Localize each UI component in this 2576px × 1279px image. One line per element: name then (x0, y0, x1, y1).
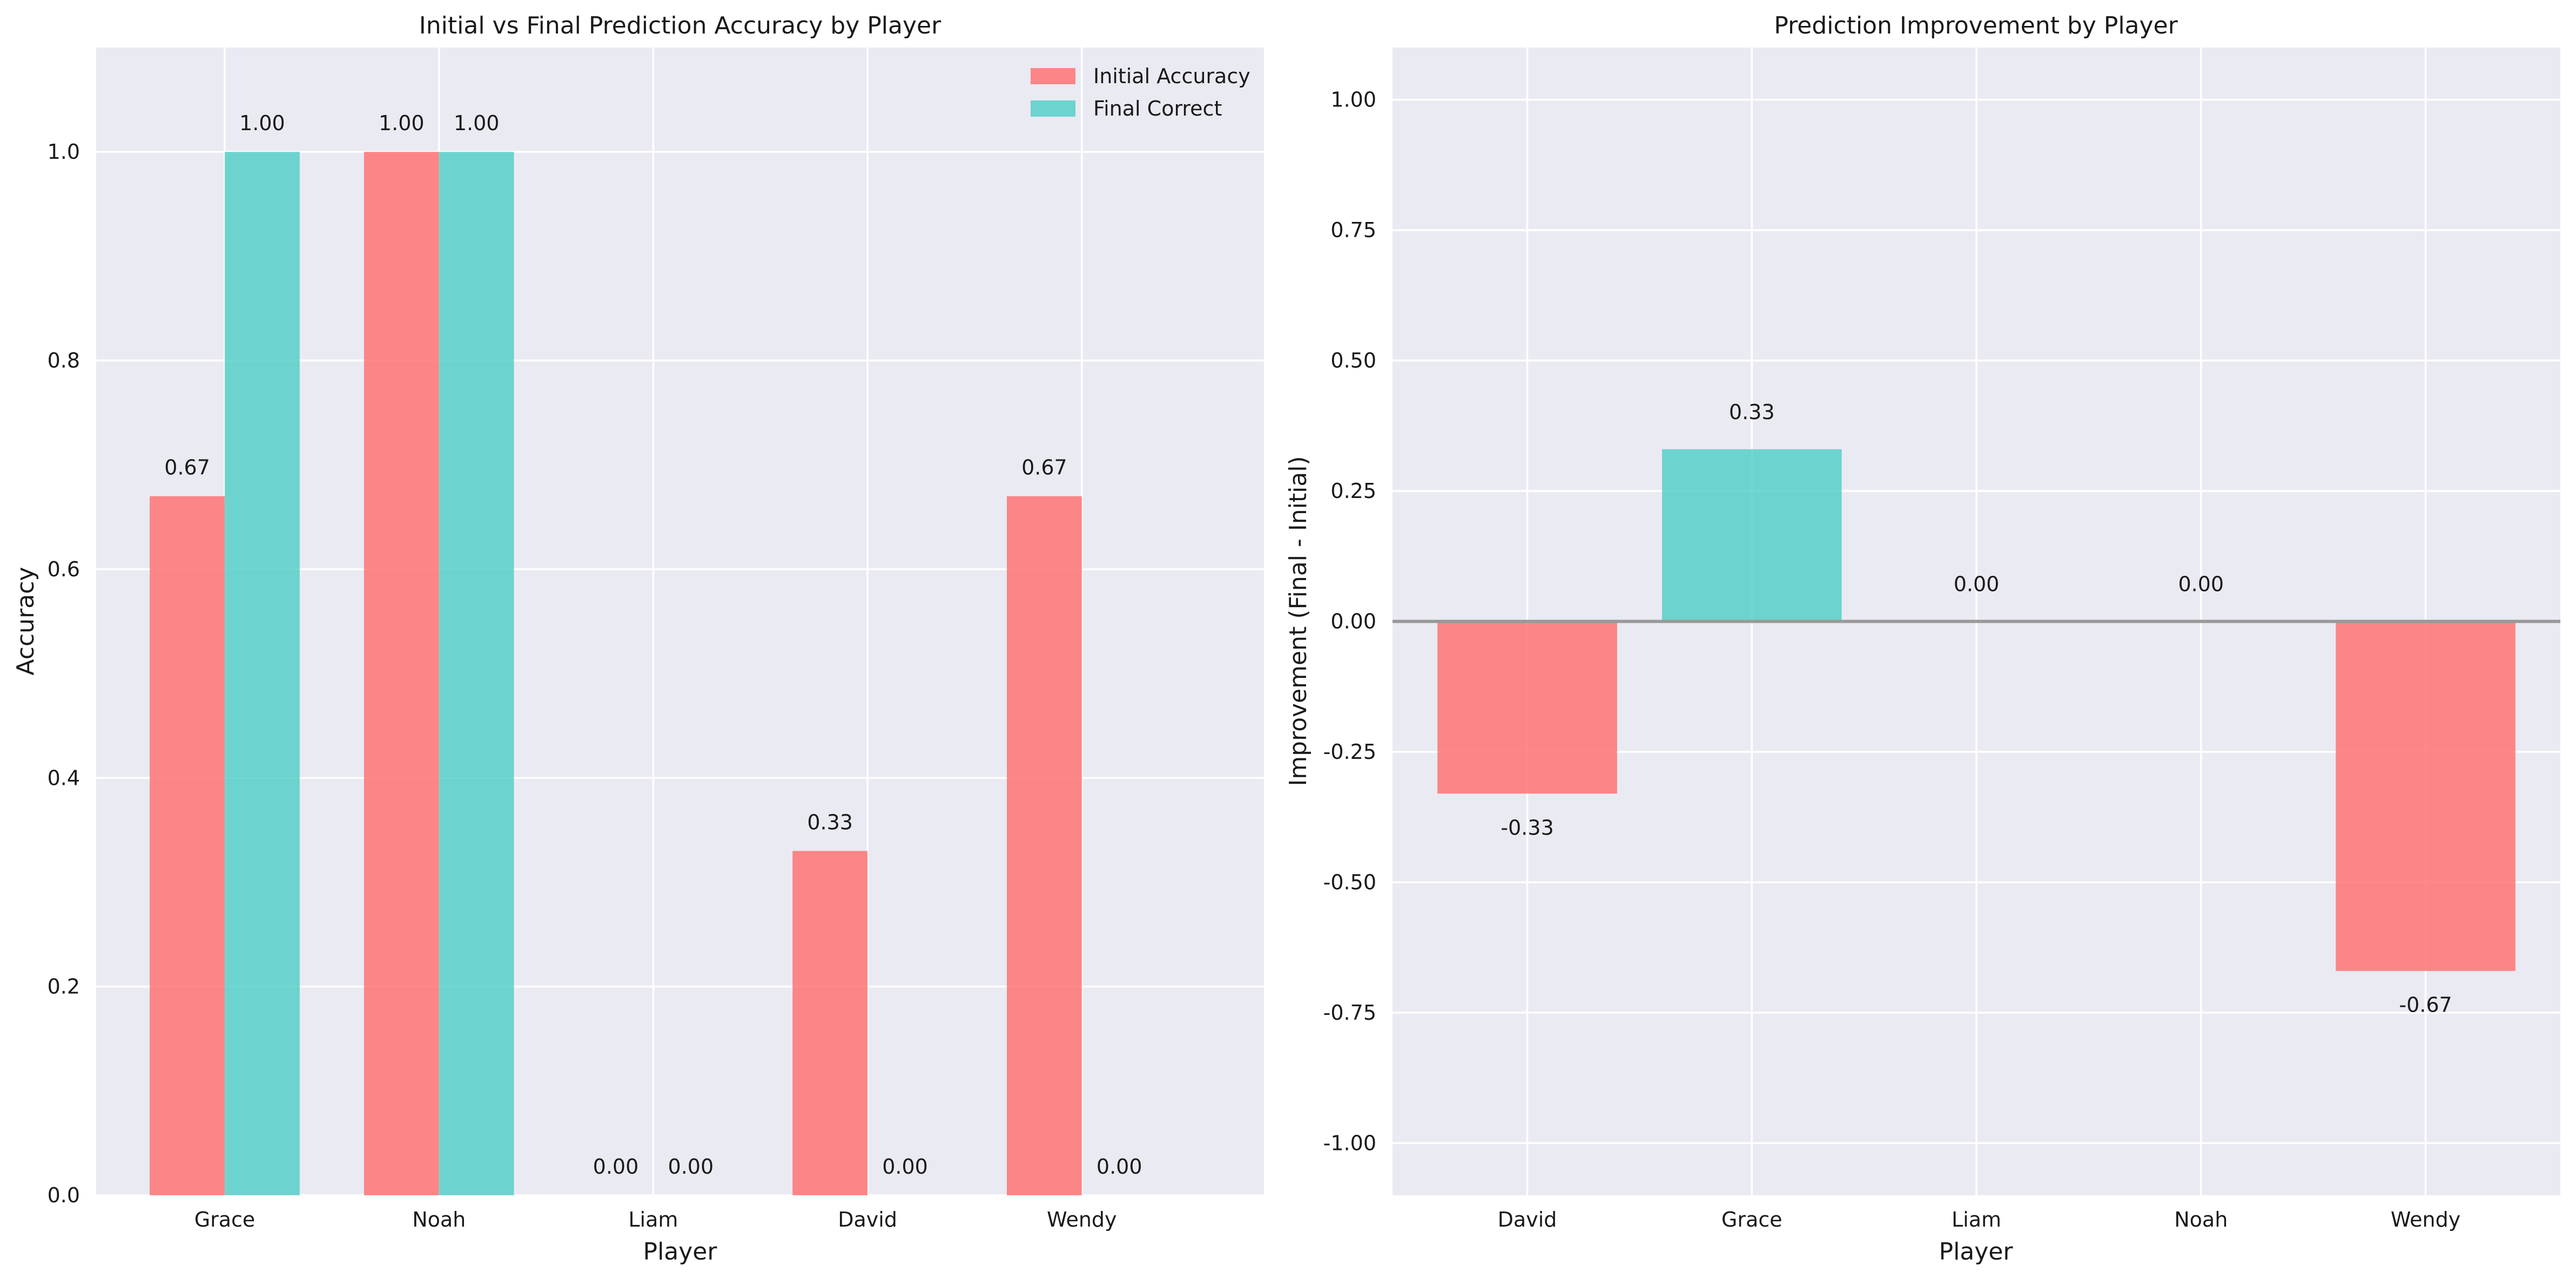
accuracy-x-ticks: Grace Noah Liam David Wendy (194, 1208, 1117, 1231)
bar-improvement-grace (1662, 449, 1842, 622)
bar-improvement-wendy (2336, 621, 2516, 971)
y-tick-label: -1.00 (1323, 1131, 1376, 1155)
x-tick-label: Wendy (2391, 1208, 2460, 1231)
bar-initial-noah (364, 152, 439, 1195)
x-tick-label: Liam (628, 1208, 678, 1231)
improvement-chart-title: Prediction Improvement by Player (1774, 12, 2178, 39)
data-label: 0.00 (593, 1155, 639, 1179)
y-tick-label: -0.25 (1323, 740, 1376, 764)
accuracy-data-labels: 0.67 1.00 0.00 0.33 0.67 1.00 1.00 0.00 0.00 0.00 (164, 111, 1142, 1179)
data-label: 0.33 (807, 811, 853, 834)
bar-initial-wendy (1006, 496, 1082, 1195)
legend-swatch-final (1031, 100, 1075, 117)
data-label: 0.00 (1954, 573, 2000, 596)
data-label: 0.00 (668, 1155, 714, 1179)
x-tick-label: David (1498, 1208, 1557, 1231)
accuracy-bars (150, 152, 1082, 1195)
data-label: 0.33 (1729, 400, 1775, 424)
legend-label-initial: Initial Accuracy (1093, 64, 1250, 88)
x-tick-label: Grace (194, 1208, 255, 1231)
y-tick-label: 1.0 (48, 140, 80, 164)
y-tick-label: 0.8 (48, 349, 80, 373)
y-tick-label: 1.00 (1330, 88, 1376, 112)
data-label: 0.67 (1021, 456, 1067, 480)
y-tick-label: 0.2 (48, 975, 80, 999)
accuracy-y-axis-label: Accuracy (12, 567, 39, 676)
x-tick-label: Liam (1952, 1208, 2001, 1231)
improvement-y-ticks: -1.00 -0.75 -0.50 -0.25 0.00 0.25 0.50 0.75 1.00 (1323, 88, 1376, 1155)
data-label: 1.00 (454, 111, 500, 135)
y-tick-label: 0.4 (48, 766, 80, 790)
accuracy-legend: Initial Accuracy Final Correct (1031, 64, 1250, 120)
x-tick-label: David (838, 1208, 897, 1231)
x-tick-label: Wendy (1047, 1208, 1117, 1231)
legend-swatch-initial (1031, 68, 1075, 84)
accuracy-chart-title: Initial vs Final Prediction Accuracy by … (419, 12, 941, 39)
data-label: 0.67 (164, 456, 210, 480)
accuracy-x-axis-label: Player (643, 1238, 718, 1265)
bar-initial-david (792, 851, 868, 1195)
data-label: 0.00 (882, 1155, 928, 1179)
y-tick-label: 0.50 (1330, 349, 1376, 373)
data-label: 1.00 (379, 111, 425, 135)
data-label: 0.00 (1097, 1155, 1142, 1179)
improvement-bars (1437, 449, 2516, 971)
y-tick-label: 0.0 (48, 1183, 80, 1207)
data-label: -0.67 (2399, 993, 2452, 1017)
y-tick-label: 0.75 (1330, 218, 1376, 242)
improvement-x-ticks: David Grace Liam Noah Wendy (1498, 1208, 2461, 1231)
y-tick-label: -0.75 (1323, 1001, 1376, 1025)
legend-label-final: Final Correct (1093, 97, 1222, 120)
y-tick-label: -0.50 (1323, 870, 1376, 894)
y-tick-label: 0.6 (48, 557, 80, 581)
improvement-y-axis-label: Improvement (Final - Initial) (1284, 456, 1312, 786)
improvement-data-labels: -0.33 0.33 0.00 0.00 -0.67 (1501, 400, 2452, 1017)
improvement-chart: Prediction Improvement by Player -0.33 0.… (1284, 12, 2560, 1265)
y-tick-label: 0.00 (1330, 610, 1376, 634)
data-label: 0.00 (2178, 573, 2224, 596)
bar-initial-grace (150, 496, 225, 1195)
bar-improvement-david (1437, 621, 1617, 794)
y-tick-label: 0.25 (1330, 479, 1376, 503)
accuracy-chart: Initial vs Final Prediction Accuracy by … (12, 12, 1264, 1265)
accuracy-y-ticks: 0.0 0.2 0.4 0.6 0.8 1.0 (48, 140, 80, 1207)
bar-final-noah (439, 152, 514, 1195)
x-tick-label: Grace (1721, 1208, 1783, 1231)
x-tick-label: Noah (2174, 1208, 2228, 1231)
data-label: -0.33 (1501, 816, 1553, 839)
data-label: 1.00 (239, 111, 285, 135)
improvement-x-axis-label: Player (1939, 1238, 2014, 1265)
x-tick-label: Noah (412, 1208, 466, 1231)
bar-final-grace (225, 152, 300, 1195)
